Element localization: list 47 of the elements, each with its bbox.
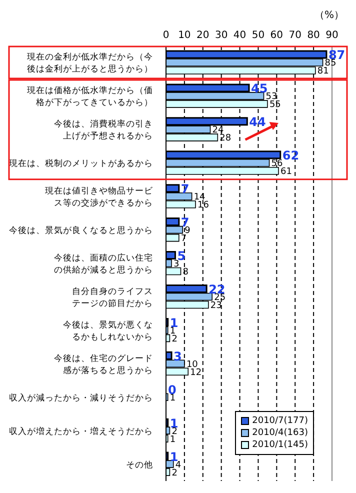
data-label: 62 xyxy=(282,148,300,163)
data-label: 28 xyxy=(220,134,232,144)
data-label: 1 xyxy=(170,434,176,445)
data-label: 2 xyxy=(172,334,178,344)
y-tick-label: 現在は、税制のメリットがあるから xyxy=(9,158,153,170)
data-label: 3 xyxy=(174,260,180,270)
x-tick-label: 30 xyxy=(214,30,228,41)
y-tick-label: 今後は、消費税率の引き上げが予想されるから xyxy=(54,118,153,142)
x-tick-label: 50 xyxy=(252,30,265,41)
x-tick-label: 90 xyxy=(326,30,338,41)
legend-label: 2010/4(163) xyxy=(251,428,308,438)
x-tick-label: 10 xyxy=(178,30,191,41)
x-tick-label: 60 xyxy=(270,30,284,41)
y-tick-label: 今後は、面積の広い住宅の供給が減ると思うから xyxy=(54,252,153,276)
data-label: 2 xyxy=(172,468,178,478)
data-label: 9 xyxy=(184,226,191,236)
data-label: 55 xyxy=(269,100,281,110)
data-label: 5 xyxy=(177,249,186,263)
x-tick-label: 80 xyxy=(307,30,320,41)
x-tick-label: 20 xyxy=(196,30,210,41)
data-label: 45 xyxy=(251,82,268,96)
y-tick-label: 今後は、景気が良くなると思うから xyxy=(9,225,153,236)
y-tick-label: 現在は価格が低水準だから（価格が下がってきているから） xyxy=(27,85,153,108)
x-tick-label: 70 xyxy=(288,30,302,41)
data-label: 44 xyxy=(249,115,266,130)
y-tick-label: 今後は、住宅のグレード感が落ちると思うから xyxy=(54,352,153,376)
data-label: 7 xyxy=(180,182,190,196)
y-tick-label: 収入が減ったから・減りそうだから xyxy=(9,392,153,404)
data-label: 61 xyxy=(280,167,292,178)
data-label: 56 xyxy=(271,159,284,170)
y-tick-label: 自分自身のライフステージの節目だから xyxy=(72,286,153,309)
y-tick-label: 今後は、景気が悪くなるかもしれないから xyxy=(63,319,153,342)
data-label: 23 xyxy=(210,300,222,311)
data-label: 1 xyxy=(170,393,176,404)
legend-label: 2010/1(145) xyxy=(251,440,308,450)
y-tick-label: 現在の金利が低水準だから（今後は金利が上がると思うから） xyxy=(27,52,153,75)
data-label: 12 xyxy=(190,368,202,378)
x-axis-title: （%） xyxy=(314,10,344,21)
x-tick-label: 40 xyxy=(233,30,246,41)
data-label: 2 xyxy=(172,426,178,437)
y-tick-label: その他 xyxy=(126,459,153,470)
y-tick-label: 現在は値引きや物品サービス等の交渉ができるから xyxy=(45,186,154,209)
data-label: 16 xyxy=(198,200,210,211)
data-label: 81 xyxy=(317,66,329,77)
x-tick-label: 0 xyxy=(162,30,170,41)
legend-label: 2010/7(177) xyxy=(251,416,308,426)
y-tick-label: 収入が増えたから・増えそうだから xyxy=(9,426,153,437)
